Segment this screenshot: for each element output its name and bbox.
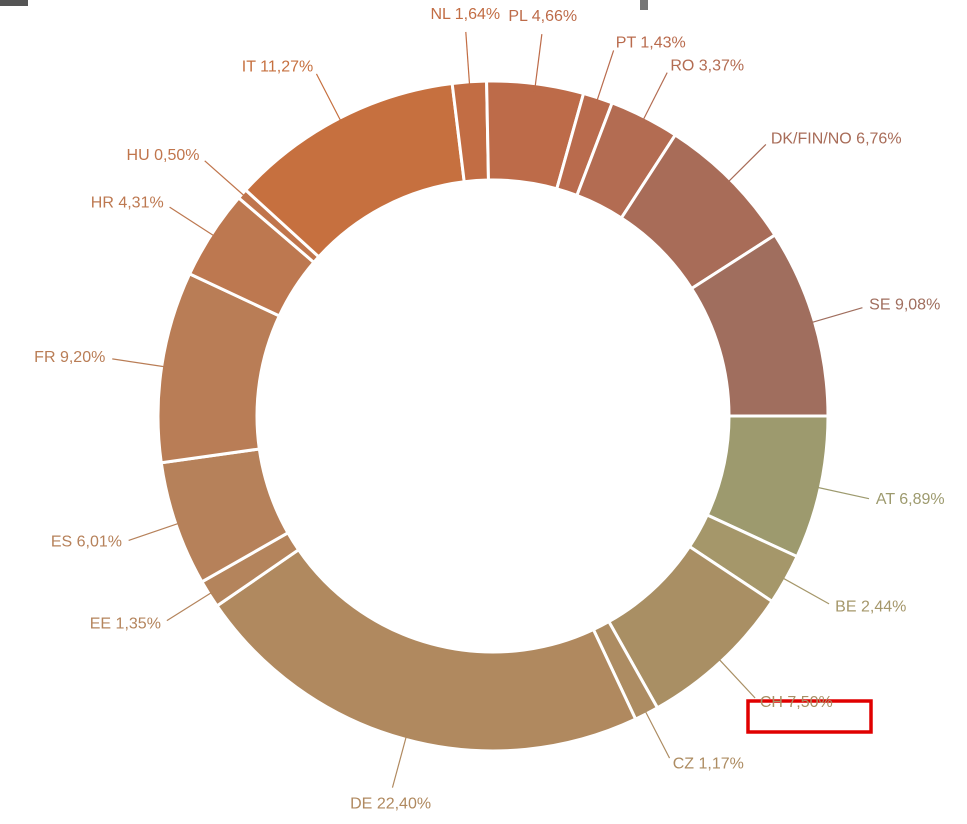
category-label: ES [51, 534, 72, 551]
leader-line [112, 358, 170, 369]
value-label: 0,50% [154, 147, 199, 164]
category-label: CH [760, 694, 783, 711]
slice-label: NL 1,64% [430, 6, 500, 23]
category-label: DE [350, 796, 372, 813]
value-label: 3,37% [699, 58, 744, 75]
leader-line [465, 31, 471, 90]
value-label: 1,35% [116, 616, 161, 633]
category-label: BE [835, 598, 856, 615]
slice-label: ES 6,01% [51, 534, 122, 551]
value-label: 1,17% [699, 756, 744, 773]
highlight-box [746, 699, 873, 734]
category-label: HU [127, 147, 150, 164]
category-label: CZ [673, 756, 695, 773]
slice-label: DK/FIN/NO 6,76% [771, 131, 902, 148]
slice-label: EE 1,35% [90, 616, 161, 633]
value-label: 7,50% [787, 694, 832, 711]
slice [214, 547, 638, 753]
category-label: RO [670, 58, 694, 75]
slice-label: FR 9,20% [34, 349, 105, 366]
slice-label: PT 1,43% [616, 35, 686, 52]
slice-label: HR 4,31% [91, 195, 164, 212]
leader-line [315, 73, 344, 126]
slice-label: RO 3,37% [670, 58, 744, 75]
category-label: PL [508, 8, 528, 25]
slice-label: DE 22,40% [350, 796, 431, 813]
value-label: 22,40% [377, 796, 431, 813]
value-label: 1,64% [455, 6, 500, 23]
category-label: IT [242, 59, 256, 76]
leader-line [204, 160, 249, 200]
leader-line [642, 706, 671, 759]
slice-label: BE 2,44% [835, 598, 906, 615]
leader-line [778, 575, 830, 605]
leader-line [391, 731, 409, 788]
value-label: 4,66% [532, 8, 577, 25]
slice-label: CH 7,50% [760, 694, 833, 711]
leader-line [166, 589, 217, 622]
category-label: EE [90, 616, 111, 633]
category-label: SE [869, 297, 890, 314]
leader-line [128, 521, 184, 541]
value-label: 9,20% [60, 349, 105, 366]
value-label: 4,31% [118, 195, 163, 212]
leader-line [169, 206, 219, 240]
value-label: 1,43% [640, 35, 685, 52]
leader-line [640, 72, 668, 125]
category-label: AT [876, 491, 895, 508]
leader-line [724, 143, 767, 186]
slice-label: CZ 1,17% [673, 756, 744, 773]
leader-line [806, 307, 863, 325]
value-label: 6,89% [899, 491, 944, 508]
value-label: 2,44% [861, 598, 906, 615]
leader-line [715, 655, 756, 699]
leader-line [812, 485, 870, 500]
ui-edge [0, 0, 28, 6]
slice-label: AT 6,89% [876, 491, 945, 508]
category-label: FR [34, 349, 55, 366]
slice-label: SE 9,08% [869, 297, 940, 314]
slice [689, 232, 830, 418]
category-label: HR [91, 195, 114, 212]
value-label: 11,27% [260, 59, 313, 76]
slice-label: HU 0,50% [127, 147, 200, 164]
value-label: 6,01% [77, 534, 122, 551]
leader-line [533, 34, 543, 92]
value-label: 6,76% [856, 131, 901, 148]
value-label: 9,08% [895, 297, 940, 314]
leader-line [594, 50, 615, 106]
category-label: DK/FIN/NO [771, 131, 852, 148]
category-label: NL [430, 6, 451, 23]
ui-edge [640, 0, 648, 10]
slice-label: PL 4,66% [508, 8, 577, 25]
category-label: PT [616, 35, 637, 52]
slice-label: IT 11,27% [242, 59, 313, 76]
